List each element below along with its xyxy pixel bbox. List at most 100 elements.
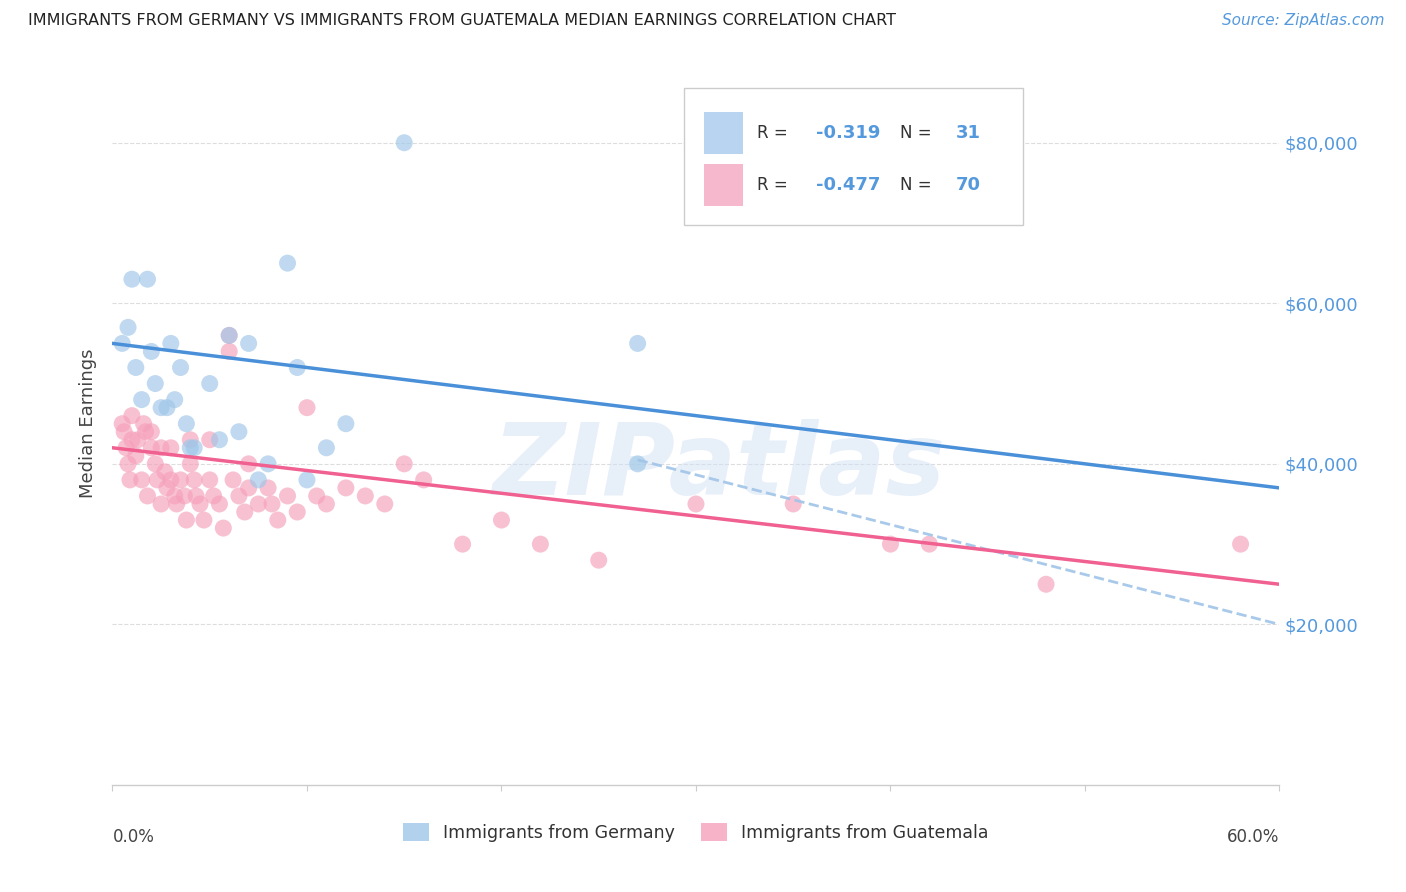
Point [121, 433, 143, 447]
Point [188, 497, 211, 511]
Point [136, 489, 159, 503]
Point [295, 401, 318, 415]
Text: 31: 31 [956, 124, 981, 142]
Point [918, 537, 941, 551]
Point [111, 336, 134, 351]
Legend: Immigrants from Germany, Immigrants from Guatemala: Immigrants from Germany, Immigrants from… [396, 816, 995, 848]
Point [143, 457, 166, 471]
FancyBboxPatch shape [685, 87, 1022, 225]
Point [285, 360, 308, 375]
Point [233, 505, 256, 519]
Point [222, 473, 245, 487]
Point [247, 497, 270, 511]
Point [141, 344, 163, 359]
Text: -0.477: -0.477 [815, 176, 880, 194]
Point [260, 497, 283, 511]
Point [132, 417, 155, 431]
Point [112, 425, 135, 439]
Point [117, 320, 139, 334]
Point [335, 481, 357, 495]
FancyBboxPatch shape [704, 164, 742, 206]
Text: IMMIGRANTS FROM GERMANY VS IMMIGRANTS FROM GUATEMALA MEDIAN EARNINGS CORRELATION: IMMIGRANTS FROM GERMANY VS IMMIGRANTS FR… [28, 13, 896, 29]
Point [238, 336, 260, 351]
Text: 0.0%: 0.0% [112, 829, 155, 847]
Point [218, 328, 240, 343]
Point [163, 392, 186, 407]
Point [315, 441, 337, 455]
Point [183, 441, 205, 455]
Text: 70: 70 [956, 176, 981, 194]
Point [228, 489, 250, 503]
Point [166, 497, 188, 511]
Point [374, 497, 396, 511]
Point [335, 417, 357, 431]
Point [176, 513, 198, 527]
Point [179, 433, 201, 447]
Y-axis label: Median Earnings: Median Earnings [79, 349, 97, 499]
Point [115, 441, 138, 455]
Point [150, 441, 173, 455]
Point [111, 417, 134, 431]
Point [173, 489, 195, 503]
Point [218, 344, 240, 359]
Point [179, 457, 201, 471]
Point [218, 328, 240, 343]
Point [156, 401, 179, 415]
Point [131, 392, 153, 407]
Point [141, 425, 163, 439]
Point [135, 425, 157, 439]
Point [238, 481, 260, 495]
Point [354, 489, 377, 503]
Point [125, 449, 148, 463]
Point [238, 457, 260, 471]
Point [121, 409, 143, 423]
Point [198, 473, 221, 487]
Text: N =: N = [900, 176, 936, 194]
Point [208, 497, 231, 511]
Point [156, 481, 179, 495]
Point [193, 513, 215, 527]
Point [153, 465, 176, 479]
Point [276, 256, 298, 270]
Text: 60.0%: 60.0% [1227, 829, 1279, 847]
Point [627, 336, 650, 351]
Point [267, 513, 290, 527]
Text: N =: N = [900, 124, 936, 142]
Point [305, 489, 328, 503]
Point [491, 513, 513, 527]
Point [685, 497, 707, 511]
Point [118, 473, 141, 487]
Text: R =: R = [756, 176, 793, 194]
FancyBboxPatch shape [704, 112, 742, 153]
Point [247, 473, 270, 487]
Point [257, 457, 280, 471]
Point [529, 537, 551, 551]
Point [228, 425, 250, 439]
Point [150, 401, 173, 415]
Point [627, 457, 650, 471]
Point [169, 360, 191, 375]
Text: -0.319: -0.319 [815, 124, 880, 142]
Point [184, 489, 207, 503]
Point [143, 376, 166, 391]
Text: R =: R = [756, 124, 793, 142]
Point [451, 537, 474, 551]
Point [1035, 577, 1057, 591]
Point [412, 473, 434, 487]
Point [782, 497, 804, 511]
Point [150, 497, 173, 511]
Point [202, 489, 225, 503]
Text: ZIPatlas: ZIPatlas [492, 418, 946, 516]
Point [315, 497, 337, 511]
Point [588, 553, 610, 567]
Point [295, 473, 318, 487]
Text: Source: ZipAtlas.com: Source: ZipAtlas.com [1222, 13, 1385, 29]
Point [183, 473, 205, 487]
Point [1229, 537, 1251, 551]
Point [160, 473, 183, 487]
Point [117, 457, 139, 471]
Point [141, 441, 163, 455]
Point [394, 457, 416, 471]
Point [169, 473, 191, 487]
Point [160, 336, 183, 351]
